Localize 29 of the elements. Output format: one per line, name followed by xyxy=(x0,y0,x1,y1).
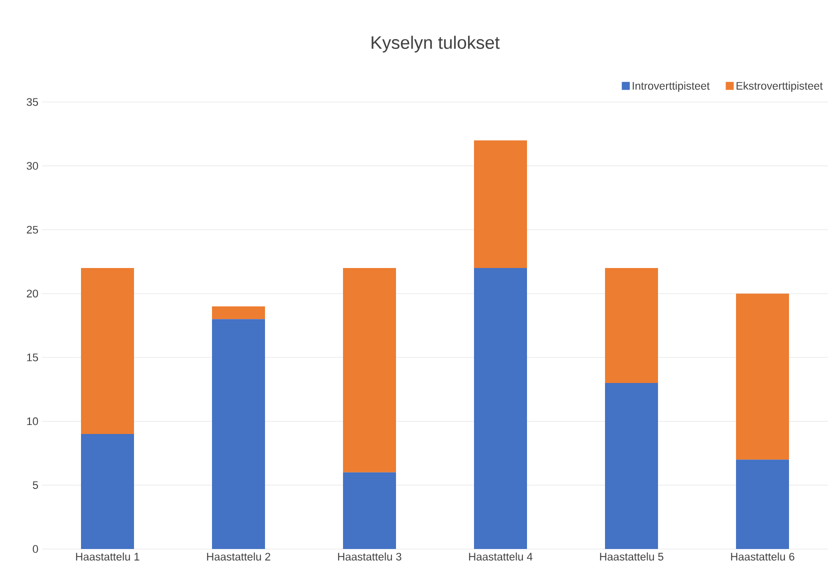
x-tick-label: Haastattelu 1 xyxy=(76,552,140,561)
legend-label: Ekstroverttipisteet xyxy=(736,82,823,92)
x-tick-label: Haastattelu 3 xyxy=(338,552,402,561)
bar xyxy=(605,268,658,383)
y-tick-label: 10 xyxy=(27,417,38,426)
y-tick-label: 20 xyxy=(26,290,38,298)
bar xyxy=(736,294,790,460)
y-tick-label: 0 xyxy=(32,545,38,553)
x-tick-label: Haastattelu 5 xyxy=(600,552,664,561)
bar xyxy=(474,268,528,549)
y-tick-label: 30 xyxy=(26,162,38,170)
bar xyxy=(212,319,266,549)
bar xyxy=(474,140,528,268)
bar xyxy=(81,434,134,549)
bar xyxy=(343,268,396,472)
x-tick-label: Haastattelu 4 xyxy=(469,552,532,561)
bar xyxy=(212,306,266,320)
bar xyxy=(343,472,396,549)
legend-label: Introverttipisteet xyxy=(632,82,710,92)
x-tick-label: Haastattelu 2 xyxy=(207,552,270,561)
chart-title: Kyselyn tulokset xyxy=(372,36,500,52)
bar xyxy=(605,382,658,549)
bar xyxy=(81,268,134,434)
y-tick-label: 5 xyxy=(32,481,38,489)
y-tick-label: 25 xyxy=(26,226,38,234)
x-tick-label: Haastattelu 6 xyxy=(731,552,794,561)
y-tick-label: 35 xyxy=(26,98,38,106)
bar xyxy=(736,460,790,549)
y-tick-label: 15 xyxy=(27,354,38,362)
